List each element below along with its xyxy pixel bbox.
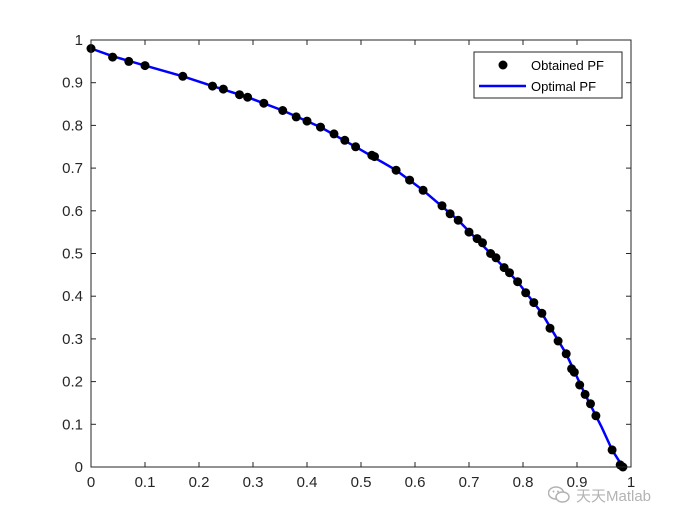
- obtained-pf-point: [529, 298, 539, 308]
- obtained-pf-point: [478, 238, 487, 248]
- y-tick-label: 0.7: [62, 160, 83, 177]
- y-tick-label: 0.9: [62, 75, 83, 92]
- x-tick-label: 0.2: [189, 474, 210, 491]
- legend-label-optimal-pf: Optimal PF: [531, 79, 596, 94]
- obtained-pf-point: [278, 106, 288, 115]
- obtained-pf-point: [418, 185, 428, 195]
- obtained-pf-point: [561, 349, 571, 359]
- legend-box: [473, 51, 623, 99]
- obtained-pf-point: [521, 288, 531, 298]
- x-tick-label: 0.9: [567, 474, 588, 491]
- obtained-pf-point: [575, 380, 585, 390]
- obtained-pf-point: [291, 112, 301, 122]
- y-tick-label: 0.2: [62, 374, 83, 391]
- obtained-pf-point: [437, 201, 447, 211]
- obtained-pf-point: [140, 61, 150, 71]
- obtained-pf-point: [259, 98, 269, 108]
- x-tick-label: 0.6: [405, 474, 426, 491]
- obtained-pf-point: [316, 122, 325, 132]
- y-tick-label: 0.1: [62, 416, 83, 433]
- obtained-pf-point: [235, 90, 244, 100]
- obtained-pf-point: [545, 323, 555, 333]
- obtained-pf-point: [569, 367, 579, 377]
- obtained-pf-point: [208, 81, 217, 91]
- y-tick-label: 0.4: [62, 288, 83, 305]
- legend: Obtained PF Optimal PF: [473, 51, 623, 99]
- axes-background: [91, 40, 631, 467]
- legend-label-obtained-pf: Obtained PF: [531, 58, 604, 73]
- obtained-pf-point: [607, 445, 617, 455]
- x-tick-label: 0.7: [459, 474, 480, 491]
- obtained-pf-point: [329, 129, 339, 139]
- obtained-pf-layer: [86, 44, 628, 472]
- obtained-pf-point: [513, 277, 523, 287]
- obtained-pf-point: [580, 389, 590, 399]
- obtained-pf-point: [591, 411, 601, 421]
- plot-area: 0 0.1 0.2 0.3 0.4 0.5 0.6 0.7 0.8 0.9 1 0 0.1 0.2 0.3 0…: [62, 32, 635, 491]
- obtained-pf-point: [491, 253, 501, 263]
- watermark-text: 天天Matlab: [576, 487, 652, 505]
- obtained-pf-point: [340, 135, 350, 145]
- obtained-pf-point: [351, 142, 361, 152]
- x-tick-label: 0.1: [135, 474, 156, 491]
- x-tick-label: 0.4: [297, 474, 318, 491]
- obtained-pf-point: [243, 92, 253, 102]
- axis-ticks: [90, 39, 632, 468]
- obtained-pf-point: [218, 84, 228, 94]
- y-tick-label: 0.5: [62, 246, 83, 263]
- x-tick-label: 1: [627, 474, 635, 491]
- wechat-icon: [548, 486, 570, 503]
- y-tick-label: 0: [75, 459, 83, 476]
- x-tick-label: 0.5: [351, 474, 372, 491]
- obtained-pf-point: [370, 152, 379, 162]
- axis-tick-labels: 0 0.1 0.2 0.3 0.4 0.5 0.6 0.7 0.8 0.9 1 0 0.1 0.2 0.3 0…: [62, 32, 635, 491]
- obtained-pf-point: [124, 56, 134, 66]
- obtained-pf-point: [586, 399, 595, 409]
- y-tick-label: 0.8: [62, 117, 83, 134]
- obtained-pf-point: [405, 175, 415, 185]
- y-tick-label: 0.6: [62, 203, 83, 220]
- obtained-pf-point: [464, 227, 474, 237]
- x-tick-label: 0.8: [513, 474, 534, 491]
- y-tick-label: 1: [75, 32, 83, 49]
- y-tick-label: 0.3: [62, 331, 83, 348]
- obtained-pf-point: [302, 116, 312, 126]
- obtained-pf-point: [537, 308, 547, 318]
- obtained-pf-point: [178, 71, 188, 81]
- x-tick-label: 0: [87, 474, 95, 491]
- obtained-pf-point: [505, 268, 514, 278]
- obtained-pf-point: [553, 336, 563, 346]
- obtained-pf-point: [445, 209, 455, 219]
- obtained-pf-point: [108, 52, 118, 62]
- legend-marker-obtained-pf: [498, 60, 508, 70]
- obtained-pf-point: [391, 165, 401, 175]
- x-tick-label: 0.3: [243, 474, 264, 491]
- obtained-pf-point: [453, 215, 463, 225]
- watermark: 天天Matlab: [548, 483, 688, 507]
